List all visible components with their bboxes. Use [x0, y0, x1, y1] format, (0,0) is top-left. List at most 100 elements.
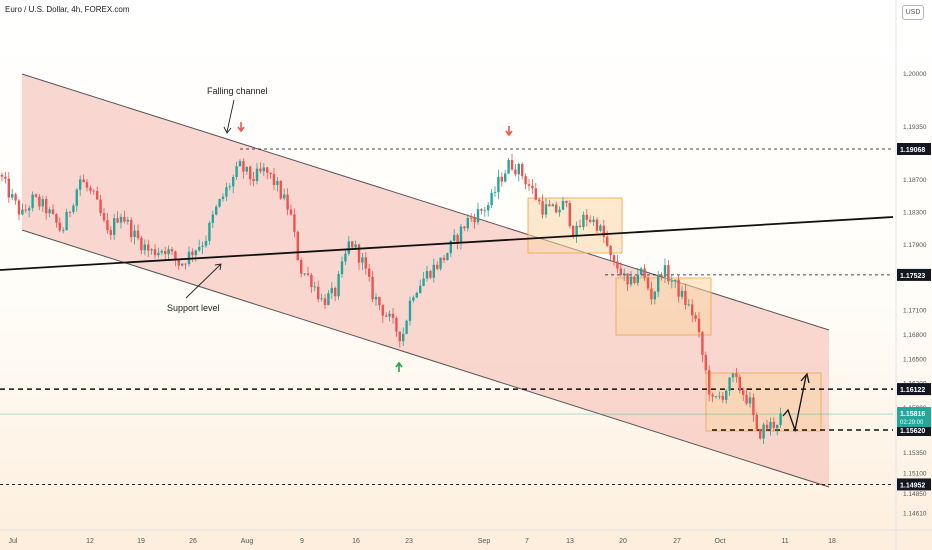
candle[interactable]: [31, 191, 34, 212]
candle[interactable]: [704, 351, 707, 374]
candle[interactable]: [466, 214, 469, 232]
candle[interactable]: [266, 166, 269, 180]
candle[interactable]: [351, 241, 354, 249]
candle[interactable]: [242, 158, 245, 179]
candle[interactable]: [28, 205, 31, 218]
candle[interactable]: [92, 189, 95, 195]
candle[interactable]: [629, 271, 633, 287]
candle[interactable]: [616, 254, 619, 274]
candle[interactable]: [344, 249, 347, 266]
candle[interactable]: [232, 174, 235, 194]
candle[interactable]: [425, 266, 429, 282]
candle[interactable]: [323, 294, 327, 310]
candle[interactable]: [738, 374, 741, 394]
candle[interactable]: [228, 183, 231, 191]
candle[interactable]: [89, 185, 92, 195]
candle[interactable]: [313, 281, 316, 292]
candle[interactable]: [453, 229, 456, 243]
candle[interactable]: [619, 262, 622, 277]
currency-button[interactable]: USD: [902, 5, 924, 20]
candle[interactable]: [650, 281, 653, 305]
candle[interactable]: [184, 262, 187, 270]
candle[interactable]: [592, 215, 595, 226]
candle[interactable]: [493, 186, 497, 197]
candle[interactable]: [368, 263, 371, 282]
candle[interactable]: [255, 162, 259, 185]
candle[interactable]: [578, 219, 582, 228]
candle[interactable]: [759, 428, 762, 440]
candle[interactable]: [119, 213, 123, 229]
candle[interactable]: [779, 407, 782, 428]
candle[interactable]: [670, 273, 673, 289]
candle[interactable]: [21, 203, 24, 216]
candle[interactable]: [640, 266, 643, 277]
candle[interactable]: [262, 163, 265, 176]
candle[interactable]: [419, 279, 422, 294]
candle[interactable]: [317, 280, 320, 303]
candle[interactable]: [225, 182, 228, 201]
candle[interactable]: [623, 268, 626, 282]
candle[interactable]: [24, 204, 27, 214]
candle[interactable]: [150, 248, 153, 255]
candle[interactable]: [544, 198, 548, 218]
candle[interactable]: [735, 367, 738, 383]
candle[interactable]: [167, 245, 170, 261]
candle[interactable]: [194, 249, 197, 262]
candle[interactable]: [742, 387, 745, 401]
candle[interactable]: [711, 392, 714, 403]
candle[interactable]: [691, 299, 694, 323]
candle[interactable]: [296, 230, 299, 261]
candle[interactable]: [575, 221, 578, 243]
candle[interactable]: [755, 412, 758, 431]
candle[interactable]: [385, 312, 388, 318]
candle[interactable]: [130, 217, 133, 243]
candle[interactable]: [721, 392, 724, 404]
candle[interactable]: [602, 219, 605, 243]
candle[interactable]: [82, 174, 85, 183]
candle[interactable]: [776, 424, 779, 436]
candle[interactable]: [174, 250, 177, 267]
candle[interactable]: [65, 208, 68, 231]
candle[interactable]: [235, 161, 238, 180]
candle[interactable]: [514, 164, 517, 177]
candle[interactable]: [395, 316, 398, 337]
candle[interactable]: [694, 312, 697, 322]
candle[interactable]: [568, 200, 571, 229]
candle[interactable]: [371, 271, 374, 303]
candle[interactable]: [565, 200, 568, 208]
candle[interactable]: [548, 200, 551, 207]
candle[interactable]: [517, 162, 520, 182]
candle[interactable]: [408, 296, 412, 326]
candle[interactable]: [772, 417, 775, 432]
candle[interactable]: [561, 196, 565, 210]
candle[interactable]: [497, 169, 500, 200]
candle[interactable]: [310, 273, 313, 293]
candle[interactable]: [283, 188, 286, 201]
candle[interactable]: [374, 293, 378, 307]
candle[interactable]: [725, 389, 728, 404]
candle[interactable]: [442, 254, 446, 264]
candle[interactable]: [510, 153, 514, 171]
candle[interactable]: [113, 213, 116, 240]
candle[interactable]: [412, 295, 415, 303]
candle[interactable]: [170, 246, 174, 255]
candle[interactable]: [636, 268, 639, 286]
candle[interactable]: [208, 220, 211, 245]
candle[interactable]: [487, 202, 490, 217]
candle[interactable]: [320, 293, 323, 302]
candle[interactable]: [96, 186, 99, 200]
candle[interactable]: [327, 290, 330, 306]
candle[interactable]: [293, 208, 296, 238]
candle[interactable]: [391, 308, 395, 324]
candle[interactable]: [429, 269, 432, 280]
candle[interactable]: [674, 279, 677, 288]
candle[interactable]: [728, 377, 731, 396]
candle[interactable]: [762, 422, 765, 444]
candle[interactable]: [524, 173, 527, 190]
candle[interactable]: [279, 180, 282, 201]
candle[interactable]: [612, 254, 616, 266]
candle[interactable]: [582, 211, 585, 231]
candle[interactable]: [378, 296, 381, 311]
